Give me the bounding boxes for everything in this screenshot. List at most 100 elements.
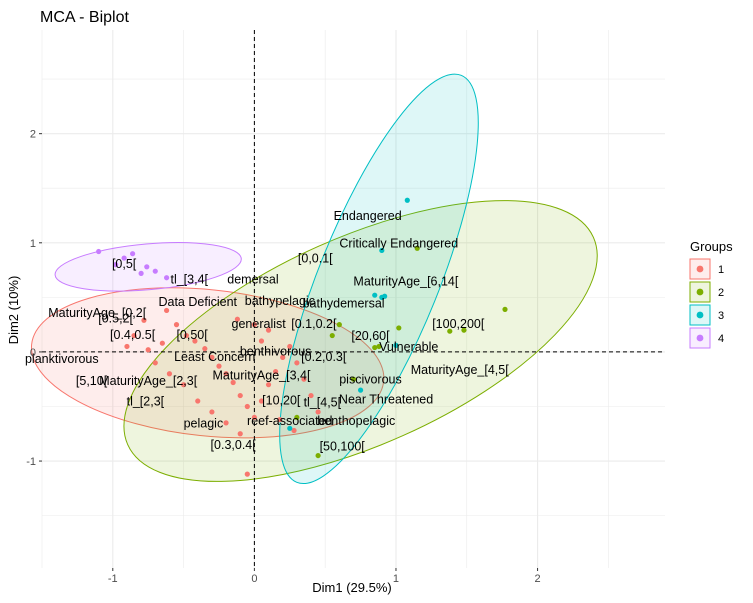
legend: Groups 1 2 3 4 [689, 239, 733, 349]
category-label: MaturityAge_[6,14[ [353, 274, 458, 288]
point-group-1 [244, 403, 250, 410]
point-group-1 [291, 427, 297, 434]
point-group-2 [350, 376, 357, 382]
legend-label-1: 1 [718, 264, 724, 276]
point-group-1 [195, 398, 201, 404]
point-group-2 [502, 306, 508, 312]
category-label: benthopelagic [317, 414, 395, 428]
point-group-4 [144, 264, 150, 270]
reference-lines [42, 30, 665, 568]
category-label: Near Threatened [339, 392, 433, 406]
category-label: Data Deficient [158, 295, 237, 309]
point-group-1 [124, 343, 130, 350]
grid-lines [41, 30, 665, 568]
ellipse-group-2 [123, 200, 598, 482]
legend-label-2: 2 [718, 287, 724, 299]
point-group-1 [287, 343, 293, 350]
category-label: [5,10[ [76, 374, 108, 388]
point-group-1 [258, 398, 265, 404]
point-group-4 [130, 251, 136, 257]
category-label: [0.3,0.4[ [211, 438, 257, 452]
category-label: reef-associated [247, 414, 333, 428]
point-group-1 [265, 382, 272, 388]
point-group-4 [113, 262, 119, 268]
x-tick-label: 0 [251, 573, 257, 585]
point-group-2 [414, 245, 420, 251]
category-label: MaturityAge_[0,2[ [48, 306, 146, 320]
point-group-1 [209, 409, 215, 415]
legend-label-4: 4 [718, 333, 724, 345]
category-label: benthivorous [240, 344, 312, 358]
x-tick-label: -1 [108, 573, 118, 585]
point-group-1 [234, 316, 240, 322]
point-group-1 [237, 392, 243, 399]
category-label: pelagic [184, 416, 224, 430]
point-group-4 [138, 270, 144, 276]
data-points [96, 197, 508, 477]
category-label: [0.4,0.5[ [110, 328, 156, 342]
axis-ticks: -1 0 1 2 -1 0 1 2 [26, 129, 540, 585]
category-label: MaturityAge_[4,5[ [411, 363, 509, 377]
category-label: piscivorous [339, 373, 402, 387]
point-group-3 [393, 342, 399, 348]
category-label: Critically Endangered [339, 236, 458, 250]
point-group-3 [372, 292, 378, 298]
category-label: Least Concern [174, 350, 255, 364]
plot-panel [42, 30, 665, 568]
y-tick-label: 0 [30, 347, 36, 359]
ellipse-group-1 [30, 287, 385, 439]
point-group-1 [141, 317, 147, 323]
point-group-1 [223, 420, 229, 426]
point-group-3 [357, 387, 364, 393]
legend-point-4 [696, 334, 704, 342]
point-group-2 [372, 344, 378, 351]
point-group-1 [251, 322, 257, 328]
point-group-1 [223, 371, 229, 377]
point-group-2 [294, 414, 300, 421]
category-label: tl_[3,4[ [170, 272, 208, 286]
point-group-1 [280, 354, 286, 360]
category-label: [0,5[ [112, 257, 137, 271]
point-group-1 [294, 360, 300, 366]
point-group-1 [159, 340, 165, 346]
category-label: [10,20[ [262, 393, 301, 407]
category-label: [0.2,0.3[ [301, 350, 347, 364]
point-group-2 [315, 452, 321, 459]
point-group-2 [396, 325, 402, 331]
point-group-1 [180, 382, 187, 388]
y-tick-label: 1 [30, 238, 36, 250]
point-group-1 [202, 346, 208, 352]
point-group-1 [315, 409, 321, 415]
category-label: [100,200[ [432, 317, 485, 331]
ellipse-group-3 [279, 73, 479, 485]
point-group-1 [166, 371, 173, 377]
y-axis-title: Dim2 (10%) [6, 276, 21, 345]
point-group-1 [173, 322, 180, 328]
point-group-2 [447, 328, 453, 334]
point-group-1 [237, 431, 243, 437]
category-label: [0,50[ [176, 328, 208, 342]
point-group-1 [131, 332, 137, 339]
category-label: Vulnerable [379, 340, 438, 354]
category-label: tl_[4,5[ [304, 396, 342, 410]
x-axis-title: Dim1 (29.5%) [312, 580, 391, 595]
point-group-3 [287, 425, 293, 431]
point-group-4 [96, 248, 102, 255]
point-group-3 [404, 197, 410, 203]
category-label: [50,100[ [320, 439, 366, 453]
point-group-1 [277, 416, 283, 423]
x-tick-label: 1 [393, 573, 399, 585]
point-group-3 [382, 293, 388, 299]
point-group-1 [230, 379, 236, 386]
point-group-2 [376, 343, 382, 350]
point-group-4 [121, 255, 127, 261]
point-group-4 [164, 275, 170, 281]
x-tick-label: 2 [535, 573, 541, 585]
category-label: generalist [232, 317, 287, 331]
chart-title: MCA - Biplot [40, 9, 129, 26]
point-group-1 [183, 332, 190, 339]
point-group-1 [145, 347, 151, 353]
legend-title: Groups [690, 239, 733, 254]
point-group-1 [192, 338, 198, 344]
